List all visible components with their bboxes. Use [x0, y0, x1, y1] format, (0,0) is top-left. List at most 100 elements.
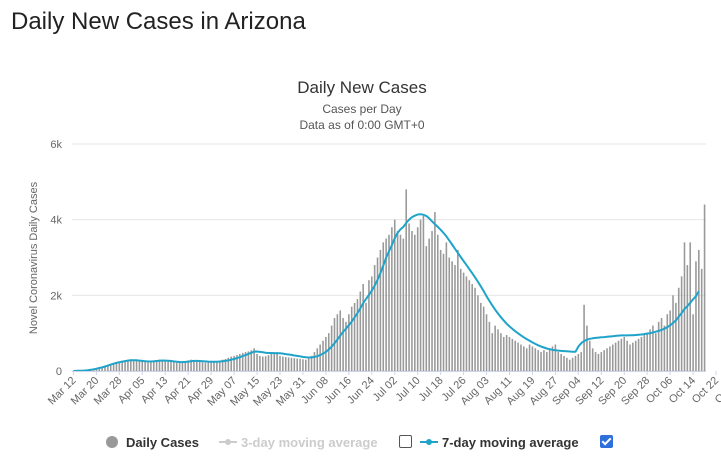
line-marker-icon: [420, 437, 438, 447]
y-tick-label: 2k: [50, 290, 62, 302]
three-day-average-checkbox[interactable]: [399, 435, 412, 448]
chart-title: Daily New Cases: [297, 78, 426, 97]
bar: [678, 288, 680, 371]
bar: [133, 360, 135, 371]
bar: [182, 362, 184, 371]
bar: [529, 345, 531, 371]
bar: [319, 345, 321, 371]
y-tick-label: 6k: [50, 139, 62, 151]
bar: [681, 276, 683, 371]
bar: [351, 307, 353, 371]
bar: [658, 322, 660, 371]
legend-three-day-average-label: 3-day moving average: [241, 435, 378, 450]
bar: [282, 357, 284, 371]
bar: [689, 242, 691, 371]
bar: [497, 329, 499, 371]
bar: [566, 358, 568, 371]
bar: [403, 239, 405, 371]
chart-legend: Daily Cases 3-day moving average 7-day m…: [0, 428, 721, 456]
bar: [704, 205, 706, 371]
bar: [517, 343, 519, 371]
bar: [448, 258, 450, 372]
bar: [672, 295, 674, 371]
bar: [400, 235, 402, 371]
bar: [635, 341, 637, 371]
bar: [494, 326, 496, 371]
bar: [451, 261, 453, 371]
bar: [308, 358, 310, 371]
bar: [302, 359, 304, 371]
bar: [471, 284, 473, 371]
bar: [560, 354, 562, 371]
bar: [477, 295, 479, 371]
chart-subtitle: Cases per Day: [322, 102, 401, 116]
bar: [661, 318, 663, 371]
y-axis-label: Novel Coronavirus Daily Cases: [28, 181, 40, 334]
bar: [162, 360, 164, 371]
bar: [423, 216, 425, 371]
bar: [664, 326, 666, 371]
bar: [268, 355, 270, 371]
bar: [420, 220, 422, 371]
bar: [609, 346, 611, 371]
bar: [543, 350, 545, 371]
bar: [698, 250, 700, 371]
bar: [357, 299, 359, 371]
bar: [291, 358, 293, 371]
bar: [675, 303, 677, 371]
bar: [646, 333, 648, 371]
bar: [460, 269, 462, 371]
bar: [325, 337, 327, 371]
bar: [210, 362, 212, 371]
bar: [509, 337, 511, 371]
bar: [632, 343, 634, 371]
bar: [532, 346, 534, 371]
bar: [337, 314, 339, 371]
bar: [687, 265, 689, 371]
bar: [288, 357, 290, 371]
bar: [586, 326, 588, 371]
bar: [457, 250, 459, 371]
bar: [414, 235, 416, 371]
bar: [256, 354, 258, 371]
bar: [606, 348, 608, 371]
bar: [549, 348, 551, 371]
bar: [569, 360, 571, 371]
bar: [489, 322, 491, 371]
bar: [540, 352, 542, 371]
bar: [328, 333, 330, 371]
bar: [394, 220, 396, 371]
bar: [193, 361, 195, 371]
bar: [563, 356, 565, 371]
bar: [391, 227, 393, 371]
bar: [405, 189, 407, 371]
bar: [296, 359, 298, 371]
bar: [469, 280, 471, 371]
legend-daily-cases[interactable]: Daily Cases: [106, 428, 199, 456]
legend-three-day-average[interactable]: 3-day moving average: [219, 428, 378, 456]
bar: [179, 363, 181, 371]
seven-day-average-checkbox[interactable]: [600, 435, 613, 448]
bar: [598, 354, 600, 371]
bar: [701, 269, 703, 371]
bar: [644, 335, 646, 371]
bar: [342, 318, 344, 371]
bar: [512, 339, 514, 371]
legend-seven-day-average[interactable]: 7-day moving average: [420, 428, 579, 456]
bar: [426, 246, 428, 371]
bar: [196, 362, 198, 371]
bar: [483, 307, 485, 371]
bar: [649, 329, 651, 371]
bar: [170, 362, 172, 371]
bar: [144, 362, 146, 371]
bar: [262, 357, 264, 371]
bar: [537, 350, 539, 371]
bar: [150, 362, 152, 371]
bar: [666, 314, 668, 371]
daily-cases-bars: [76, 189, 706, 371]
bar: [348, 314, 350, 371]
bar: [523, 346, 525, 371]
